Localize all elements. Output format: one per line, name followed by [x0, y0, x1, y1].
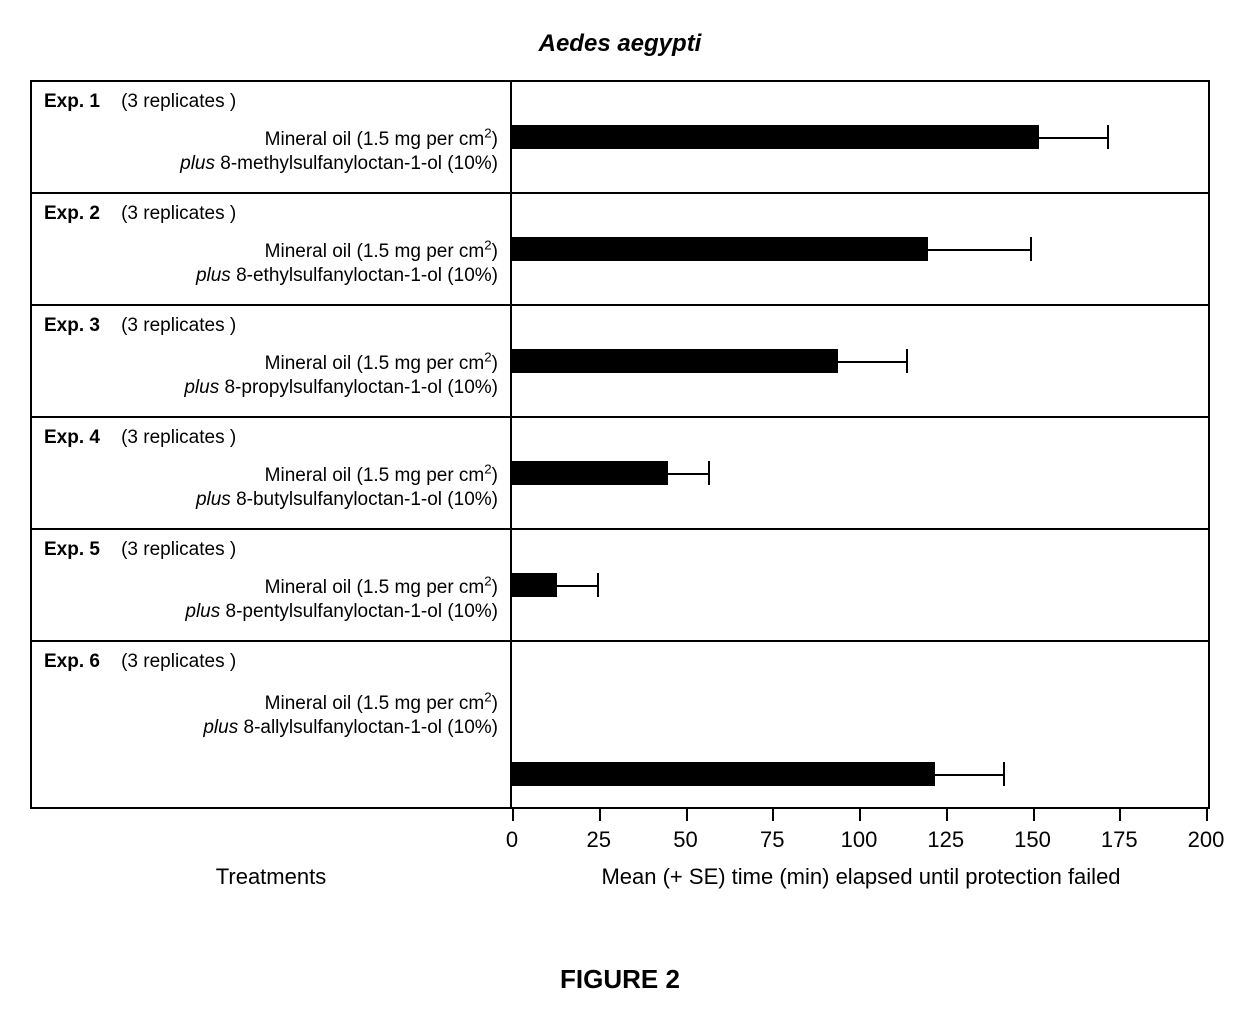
experiment-number: Exp. 1 — [44, 91, 100, 112]
error-bar — [838, 349, 907, 373]
x-tick — [1119, 809, 1121, 821]
x-tick-label: 200 — [1188, 827, 1225, 853]
experiment-number: Exp. 2 — [44, 203, 100, 224]
y-axis-label: Treatments — [30, 809, 512, 929]
error-bar — [1039, 125, 1108, 149]
treatment-label-cell: Exp. 5 (3 replicates ) Mineral oil (1.5 m… — [32, 530, 512, 640]
data-bar — [512, 237, 928, 261]
treatment-description: Mineral oil (1.5 mg per cm2)plus 8-penty… — [44, 576, 498, 624]
replicates-note: (3 replicates ) — [100, 203, 236, 224]
plot-area: Exp. 1 (3 replicates ) Mineral oil (1.5 m… — [30, 80, 1210, 809]
bar-cell — [512, 194, 1208, 304]
treatment-label-cell: Exp. 6 (3 replicates ) Mineral oil (1.5 m… — [32, 642, 512, 807]
bar-cell — [512, 82, 1208, 192]
treatment-description: Mineral oil (1.5 mg per cm2)plus 8-propy… — [44, 352, 498, 400]
data-bar — [512, 461, 668, 485]
x-tick-label: 150 — [1014, 827, 1051, 853]
replicates-note: (3 replicates ) — [100, 539, 236, 560]
bar-cell — [512, 418, 1208, 528]
error-bar — [928, 237, 1032, 261]
chart-row: Exp. 3 (3 replicates ) Mineral oil (1.5 m… — [32, 306, 1208, 418]
chart-row: Exp. 1 (3 replicates ) Mineral oil (1.5 m… — [32, 82, 1208, 194]
data-bar — [512, 125, 1039, 149]
data-bar — [512, 573, 557, 597]
chart-title: Aedes aegypti — [30, 30, 1210, 58]
axis-row: Treatments Mean (+ SE) time (min) elapse… — [30, 809, 1210, 929]
x-tick-label: 50 — [673, 827, 697, 853]
x-tick-label: 25 — [587, 827, 611, 853]
replicates-note: (3 replicates ) — [100, 315, 236, 336]
chart-row: Exp. 5 (3 replicates ) Mineral oil (1.5 m… — [32, 530, 1208, 642]
experiment-number: Exp. 6 — [44, 651, 100, 672]
experiment-number: Exp. 3 — [44, 315, 100, 336]
replicates-note: (3 replicates ) — [100, 91, 236, 112]
bar-cell — [512, 530, 1208, 640]
treatment-description: Mineral oil (1.5 mg per cm2)plus 8-methy… — [44, 128, 498, 176]
x-tick-label: 100 — [841, 827, 878, 853]
figure-caption: FIGURE 2 — [30, 964, 1210, 995]
x-tick-label: 125 — [927, 827, 964, 853]
x-tick — [1206, 809, 1208, 821]
treatment-description: Mineral oil (1.5 mg per cm2)plus 8-ethyl… — [44, 240, 498, 288]
chart-row: Exp. 4 (3 replicates ) Mineral oil (1.5 m… — [32, 418, 1208, 530]
x-tick — [1033, 809, 1035, 821]
bar-cell — [512, 306, 1208, 416]
replicates-note: (3 replicates ) — [100, 651, 236, 672]
data-bar — [512, 762, 935, 786]
error-bar — [935, 762, 1004, 786]
error-bar — [557, 573, 599, 597]
treatment-label-cell: Exp. 1 (3 replicates ) Mineral oil (1.5 m… — [32, 82, 512, 192]
chart-row: Exp. 2 (3 replicates ) Mineral oil (1.5 m… — [32, 194, 1208, 306]
experiment-number: Exp. 5 — [44, 539, 100, 560]
x-tick-label: 175 — [1101, 827, 1138, 853]
error-bar — [668, 461, 710, 485]
experiment-number: Exp. 4 — [44, 427, 100, 448]
x-axis-label: Mean (+ SE) time (min) elapsed until pro… — [601, 864, 1120, 890]
treatment-label-cell: Exp. 2 (3 replicates ) Mineral oil (1.5 m… — [32, 194, 512, 304]
data-bar — [512, 349, 838, 373]
x-tick — [946, 809, 948, 821]
figure-container: Aedes aegypti Exp. 1 (3 replicates ) Mine… — [30, 30, 1210, 995]
x-axis: Mean (+ SE) time (min) elapsed until pro… — [512, 809, 1210, 929]
x-tick-label: 75 — [760, 827, 784, 853]
x-tick — [686, 809, 688, 821]
x-tick — [859, 809, 861, 821]
bar-cell — [512, 642, 1208, 807]
experiment-header: Exp. 5 (3 replicates ) — [44, 538, 498, 562]
experiment-header: Exp. 1 (3 replicates ) — [44, 90, 498, 114]
chart-row: Exp. 6 (3 replicates ) Mineral oil (1.5 m… — [32, 642, 1208, 807]
experiment-header: Exp. 3 (3 replicates ) — [44, 314, 498, 338]
x-tick — [772, 809, 774, 821]
x-tick — [512, 809, 514, 821]
treatment-label-cell: Exp. 4 (3 replicates ) Mineral oil (1.5 m… — [32, 418, 512, 528]
experiment-header: Exp. 4 (3 replicates ) — [44, 426, 498, 450]
treatment-label-cell: Exp. 3 (3 replicates ) Mineral oil (1.5 m… — [32, 306, 512, 416]
treatment-description: Mineral oil (1.5 mg per cm2)plus 8-butyl… — [44, 464, 498, 512]
treatment-description: Mineral oil (1.5 mg per cm2)plus 8-allyl… — [44, 692, 498, 740]
experiment-header: Exp. 2 (3 replicates ) — [44, 202, 498, 226]
x-tick-label: 0 — [506, 827, 518, 853]
experiment-header: Exp. 6 (3 replicates ) — [44, 650, 498, 674]
x-tick — [599, 809, 601, 821]
replicates-note: (3 replicates ) — [100, 427, 236, 448]
